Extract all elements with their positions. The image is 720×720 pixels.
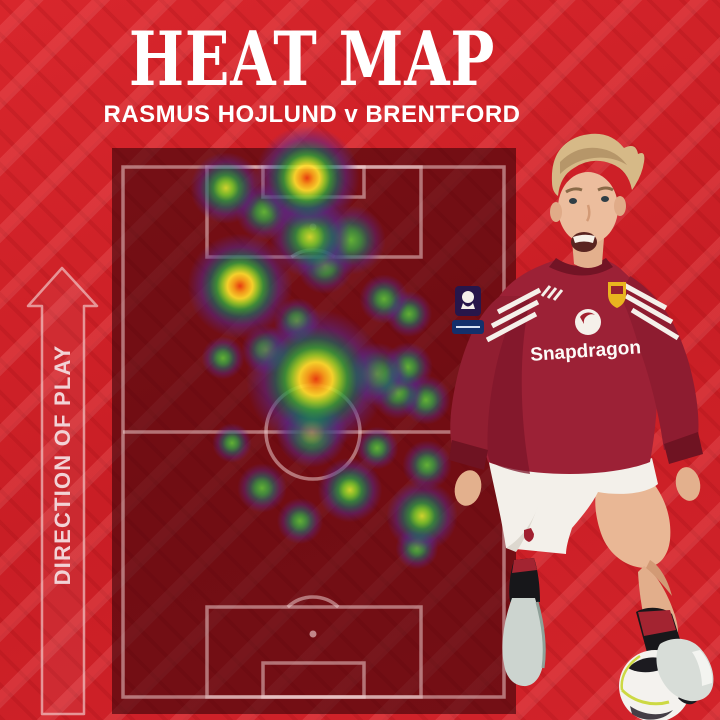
right-sock-red-band: [638, 610, 676, 636]
player-left-hand: [454, 470, 482, 506]
left-boot-sole-edge: [535, 601, 546, 669]
club-crest: [608, 282, 626, 308]
player-head: [550, 133, 645, 268]
player-right-hand: [675, 467, 701, 501]
up-arrow-icon: [26, 266, 99, 716]
adidas-logo: [540, 285, 564, 301]
left-sock-red-band: [512, 558, 537, 573]
player-hair: [551, 133, 645, 196]
shorts-crest: [524, 528, 534, 542]
page-title: HEAT MAP: [128, 15, 496, 103]
player-right-arm: [620, 276, 703, 501]
player-left-arm: [449, 296, 522, 506]
premier-league-badge: [452, 286, 484, 334]
header: HEAT MAP RASMUS HOJLUND v BRENTFORD: [0, 0, 624, 129]
page-subtitle: RASMUS HOJLUND v BRENTFORD: [103, 101, 521, 128]
adidas-shoulder-stripes: [485, 281, 680, 343]
right-boot-sole: [692, 650, 713, 686]
player-left-boot: [502, 598, 544, 687]
